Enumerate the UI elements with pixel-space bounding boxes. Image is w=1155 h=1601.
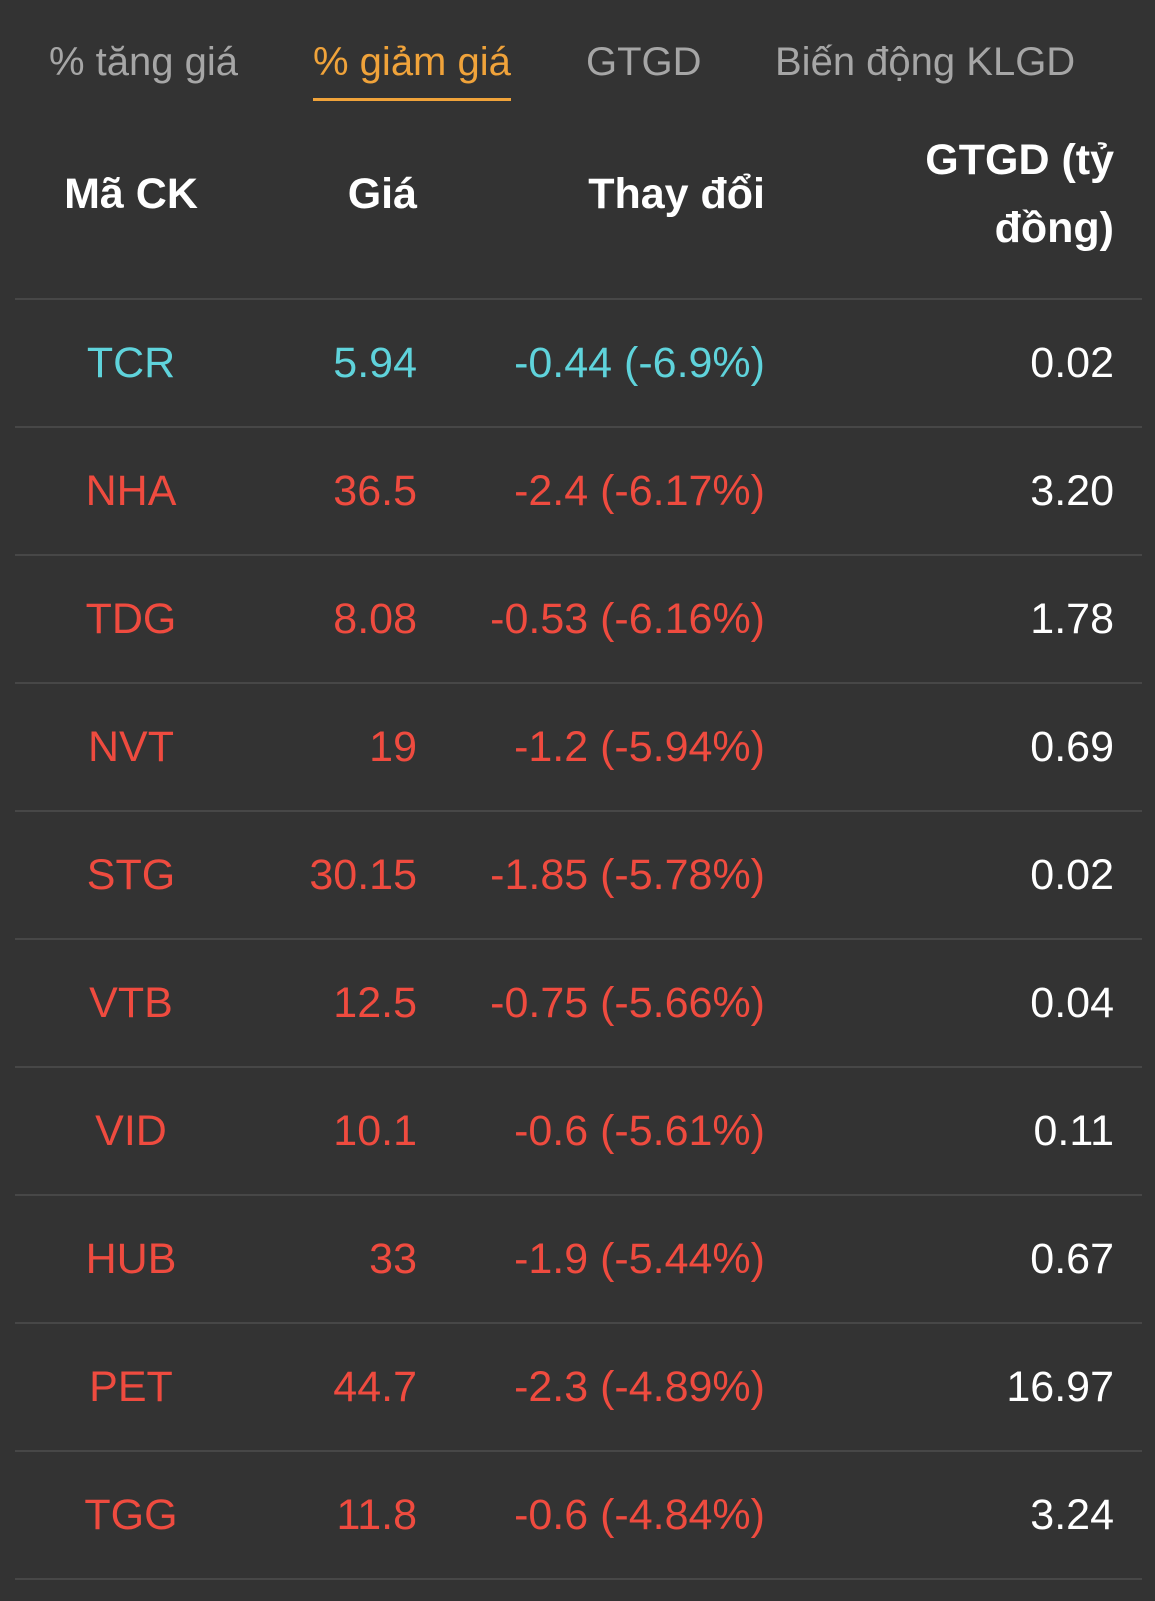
tab-top-losers-label: % giảm giá (313, 40, 511, 84)
stock-price: 36.5 (333, 467, 417, 515)
stock-price: 5.94 (333, 339, 417, 387)
stock-change: -0.6 (-5.61%) (514, 1107, 765, 1155)
table-row[interactable]: STG 30.15 -1.85 (-5.78%) 0.02 (15, 812, 1142, 940)
stock-price: 8.08 (333, 595, 417, 643)
stock-price: 19 (369, 723, 417, 771)
stock-change: -0.6 (-4.84%) (514, 1491, 765, 1539)
stock-symbol[interactable]: NVT (88, 723, 174, 771)
table-row[interactable]: HUB 33 -1.9 (-5.44%) 0.67 (15, 1196, 1142, 1324)
tab-trading-value-label: GTGD (586, 40, 702, 84)
stock-change: -1.2 (-5.94%) (514, 723, 765, 771)
stock-symbol[interactable]: PET (89, 1363, 173, 1411)
stock-symbol[interactable]: VID (95, 1107, 167, 1155)
stock-trading-value: 3.24 (1030, 1491, 1114, 1539)
stock-symbol[interactable]: TGG (84, 1491, 178, 1539)
stock-change: -2.3 (-4.89%) (514, 1363, 765, 1411)
table-row[interactable]: TGG 11.8 -0.6 (-4.84%) 3.24 (15, 1452, 1142, 1580)
stock-symbol[interactable]: TCR (86, 339, 176, 387)
table-row[interactable]: TCR 5.94 -0.44 (-6.9%) 0.02 (15, 300, 1142, 428)
header-change: Thay đổi (588, 170, 765, 218)
stock-symbol[interactable]: HUB (85, 1235, 177, 1283)
stock-trading-value: 16.97 (1006, 1363, 1114, 1411)
table-row[interactable]: TDG 8.08 -0.53 (-6.16%) 1.78 (15, 556, 1142, 684)
header-value-line1: GTGD (tỷ (925, 136, 1114, 184)
stock-price: 30.15 (309, 851, 417, 899)
stock-price: 44.7 (333, 1363, 417, 1411)
stock-trading-value: 0.04 (1030, 979, 1114, 1027)
stock-change: -0.44 (-6.9%) (514, 339, 765, 387)
tab-top-losers[interactable]: % giảm giá (313, 36, 511, 101)
stock-trading-value: 3.20 (1030, 467, 1114, 515)
tab-top-gainers-label: % tăng giá (49, 40, 239, 84)
tab-top-gainers[interactable]: % tăng giá (49, 36, 238, 88)
stock-price: 11.8 (336, 1491, 418, 1539)
stock-price: 33 (369, 1235, 417, 1283)
stock-symbol[interactable]: STG (86, 851, 176, 899)
stock-change: -1.85 (-5.78%) (490, 851, 765, 899)
tab-trading-value[interactable]: GTGD (586, 36, 702, 88)
stock-symbol[interactable]: NHA (85, 467, 177, 515)
header-value-line2: đồng) (994, 204, 1114, 252)
header-symbol: Mã CK (64, 170, 198, 218)
stock-change: -0.75 (-5.66%) (490, 979, 765, 1027)
stock-trading-value: 0.67 (1030, 1235, 1114, 1283)
stock-price: 10.1 (333, 1107, 417, 1155)
header-price: Giá (347, 170, 417, 218)
table-row[interactable]: NVT 19 -1.2 (-5.94%) 0.69 (15, 684, 1142, 812)
header-value: GTGD (tỷ đồng) (925, 126, 1114, 262)
active-tab-indicator (313, 98, 511, 101)
tab-bar: % tăng giá % giảm giá GTGD Biến động KLG… (0, 0, 1155, 110)
table-row[interactable]: PET 44.7 -2.3 (-4.89%) 16.97 (15, 1324, 1142, 1452)
stock-symbol[interactable]: VTB (89, 979, 173, 1027)
stock-price: 12.5 (333, 979, 417, 1027)
stock-change: -0.53 (-6.16%) (490, 595, 765, 643)
stock-symbol[interactable]: TDG (85, 595, 177, 643)
table-row[interactable]: VID 10.1 -0.6 (-5.61%) 0.11 (15, 1068, 1142, 1196)
table-row[interactable]: VTB 12.5 -0.75 (-5.66%) 0.04 (15, 940, 1142, 1068)
stock-trading-value: 0.69 (1030, 723, 1114, 771)
stock-trading-value: 0.02 (1030, 851, 1114, 899)
stock-change: -2.4 (-6.17%) (514, 467, 765, 515)
stock-change: -1.9 (-5.44%) (514, 1235, 765, 1283)
stock-table-body: TCR 5.94 -0.44 (-6.9%) 0.02 NHA 36.5 -2.4 (-6.… (15, 300, 1142, 1580)
stock-trading-value: 0.11 (1033, 1107, 1115, 1155)
tab-volume-change-label: Biến động KLGD (775, 40, 1076, 84)
stock-trading-value: 0.02 (1030, 339, 1114, 387)
stock-trading-value: 1.78 (1030, 595, 1114, 643)
table-row[interactable]: NHA 36.5 -2.4 (-6.17%) 3.20 (15, 428, 1142, 556)
tab-volume-change[interactable]: Biến động KLGD (775, 36, 1075, 88)
table-header: Mã CK Giá Thay đổi GTGD (tỷ đồng) (15, 120, 1142, 300)
